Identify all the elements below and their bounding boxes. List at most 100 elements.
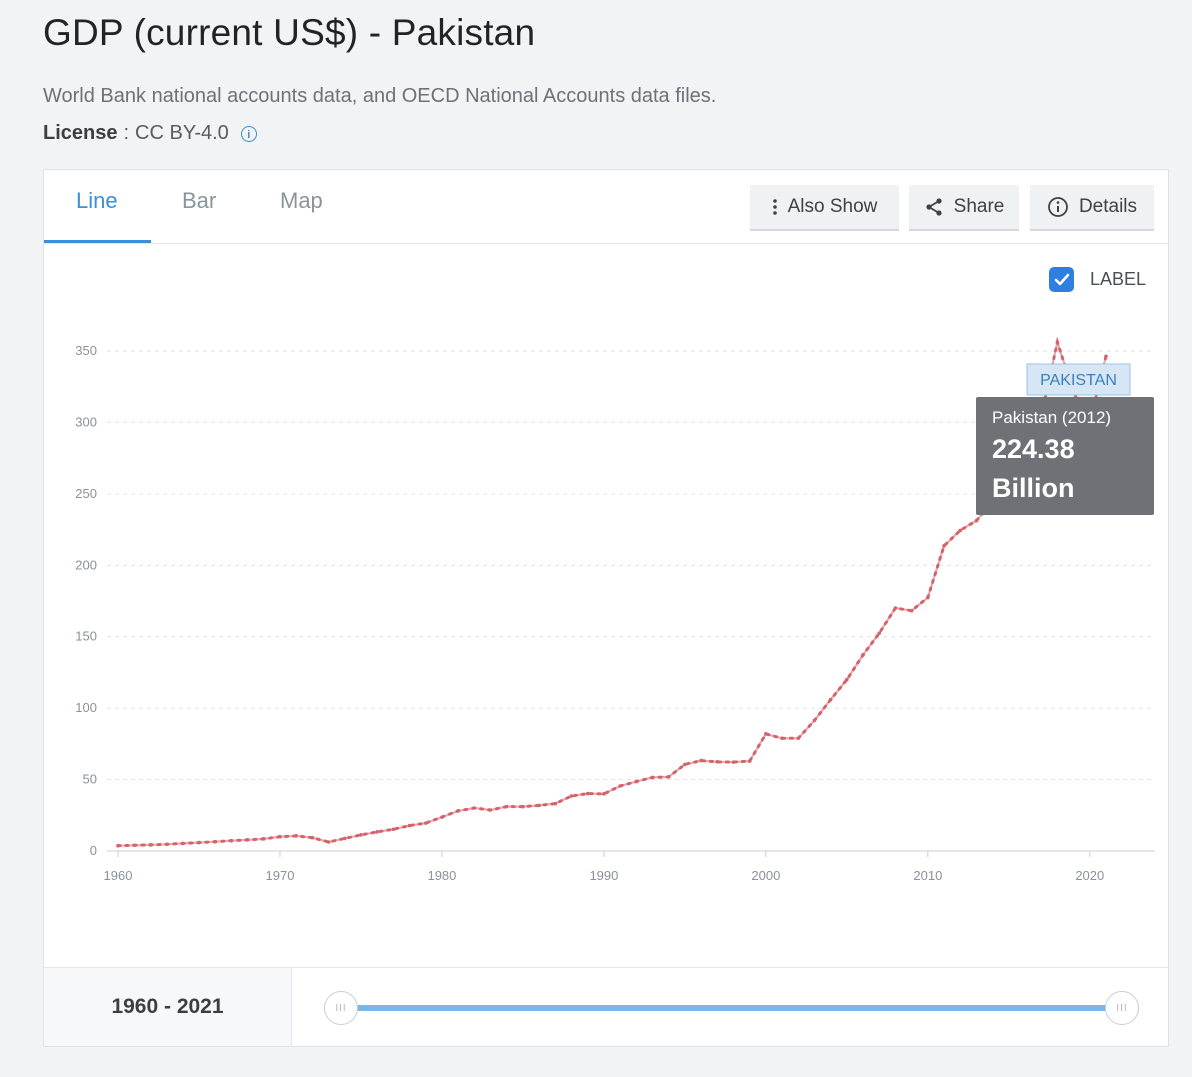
chart-tabs: Line Bar Map Also Show Share Details [44, 170, 1168, 244]
line-chart: 0 50 100 150 200 250 300 350 1960 1970 1980 1990 20… [75, 336, 1155, 883]
data-point [974, 518, 979, 523]
label-toggle-text: LABEL [1090, 269, 1147, 289]
also-show-button[interactable]: Also Show [750, 185, 899, 231]
data-point [1055, 340, 1060, 345]
data-point [229, 838, 234, 843]
data-point [861, 653, 865, 657]
data-point [926, 595, 930, 600]
y-tick-label: 200 [75, 557, 97, 572]
data-point [845, 677, 849, 682]
data-point [116, 843, 120, 848]
range-start-handle[interactable]: III [324, 991, 358, 1025]
kebab-menu-icon [772, 199, 777, 215]
y-tick-label: 300 [75, 414, 97, 429]
data-point [148, 843, 153, 847]
data-point [375, 830, 379, 834]
data-point [180, 841, 185, 846]
data-point [634, 779, 639, 784]
data-point [261, 837, 266, 841]
info-icon[interactable]: i [240, 125, 257, 142]
range-label: 1960 - 2021 [44, 968, 292, 1046]
data-point [683, 762, 687, 767]
series-tag [1026, 363, 1131, 396]
label-toggle[interactable]: LABEL [1049, 267, 1146, 292]
source-note: World Bank national accounts data, and O… [43, 85, 717, 107]
license-line: License : CC BY-4.0 i [43, 122, 257, 145]
range-slider-track[interactable] [342, 1005, 1122, 1011]
share-label: Share [953, 196, 1005, 217]
y-tick-label: 150 [75, 629, 97, 644]
label-checkbox[interactable] [1049, 267, 1074, 292]
data-point [715, 760, 720, 764]
range-end-handle[interactable]: III [1105, 991, 1139, 1025]
data-point [1104, 354, 1108, 359]
share-icon [926, 198, 942, 216]
tooltip-value: 224.38 [992, 434, 1075, 464]
data-point [796, 736, 801, 741]
chart-overlay: PAKISTAN Pakistan (2012) 224.38 Billion [976, 363, 1154, 515]
data-point [764, 732, 768, 736]
data-point [877, 631, 882, 636]
x-tick-label: 2010 [913, 868, 942, 883]
range-footer: 1960 - 2021 III III [44, 967, 1168, 1046]
data-point [569, 794, 574, 798]
data-point [828, 697, 833, 702]
chart-card: Line Bar Map Also Show Share Details [43, 169, 1169, 1047]
data-point [909, 608, 914, 613]
x-tick-label: 1980 [427, 868, 456, 883]
also-show-label: Also Show [787, 196, 878, 217]
data-point [391, 827, 396, 832]
data-point [326, 840, 331, 844]
data-point [521, 804, 525, 809]
data-point [893, 606, 898, 610]
active-tab-indicator [44, 240, 151, 243]
license-value: CC BY-4.0 [135, 122, 229, 144]
x-axis: 1960 1970 1980 1990 2000 2010 2020 [104, 850, 1155, 883]
data-point [245, 838, 250, 842]
tab-line[interactable]: Line [76, 188, 118, 213]
data-point [310, 835, 315, 840]
y-tick-label: 250 [75, 486, 97, 501]
license-label: License [43, 122, 118, 144]
data-point [650, 775, 655, 780]
y-tick-label: 50 [83, 772, 97, 787]
checkmark-icon [1054, 273, 1069, 285]
data-point [731, 760, 736, 764]
data-point [958, 528, 963, 533]
x-tick-label: 1990 [589, 868, 618, 883]
data-point [942, 544, 946, 548]
y-tick-label: 0 [90, 843, 97, 858]
data-point [618, 784, 622, 788]
share-button[interactable]: Share [909, 185, 1019, 231]
info-circle-icon [1048, 197, 1068, 217]
data-point [747, 759, 752, 763]
tooltip-box [976, 397, 1154, 515]
tooltip-title: Pakistan (2012) [992, 408, 1111, 427]
page-title: GDP (current US$) - Pakistan [43, 12, 536, 53]
series-line [116, 336, 1108, 848]
data-point [407, 823, 412, 828]
data-point [812, 718, 817, 723]
details-button[interactable]: Details [1030, 185, 1154, 231]
data-point [278, 834, 282, 839]
x-tick-label: 2020 [1075, 868, 1104, 883]
x-tick-label: 1970 [266, 868, 295, 883]
data-point [342, 836, 347, 841]
y-tick-label: 350 [75, 343, 97, 358]
data-point [213, 839, 217, 844]
x-tick-label: 2000 [751, 868, 780, 883]
series-line-solid [117, 338, 1108, 847]
data-point [585, 791, 590, 796]
data-point [504, 804, 509, 809]
tab-bar[interactable]: Bar [182, 188, 217, 213]
data-point [699, 758, 703, 763]
tooltip-unit: Billion [992, 473, 1075, 503]
tab-map[interactable]: Map [280, 188, 323, 213]
data-point [294, 834, 298, 838]
data-point [537, 803, 541, 808]
series-tag-label: PAKISTAN [1040, 372, 1117, 389]
data-point [780, 736, 784, 741]
y-tick-label: 100 [75, 700, 97, 715]
data-point [440, 815, 444, 819]
data-point [488, 808, 493, 812]
